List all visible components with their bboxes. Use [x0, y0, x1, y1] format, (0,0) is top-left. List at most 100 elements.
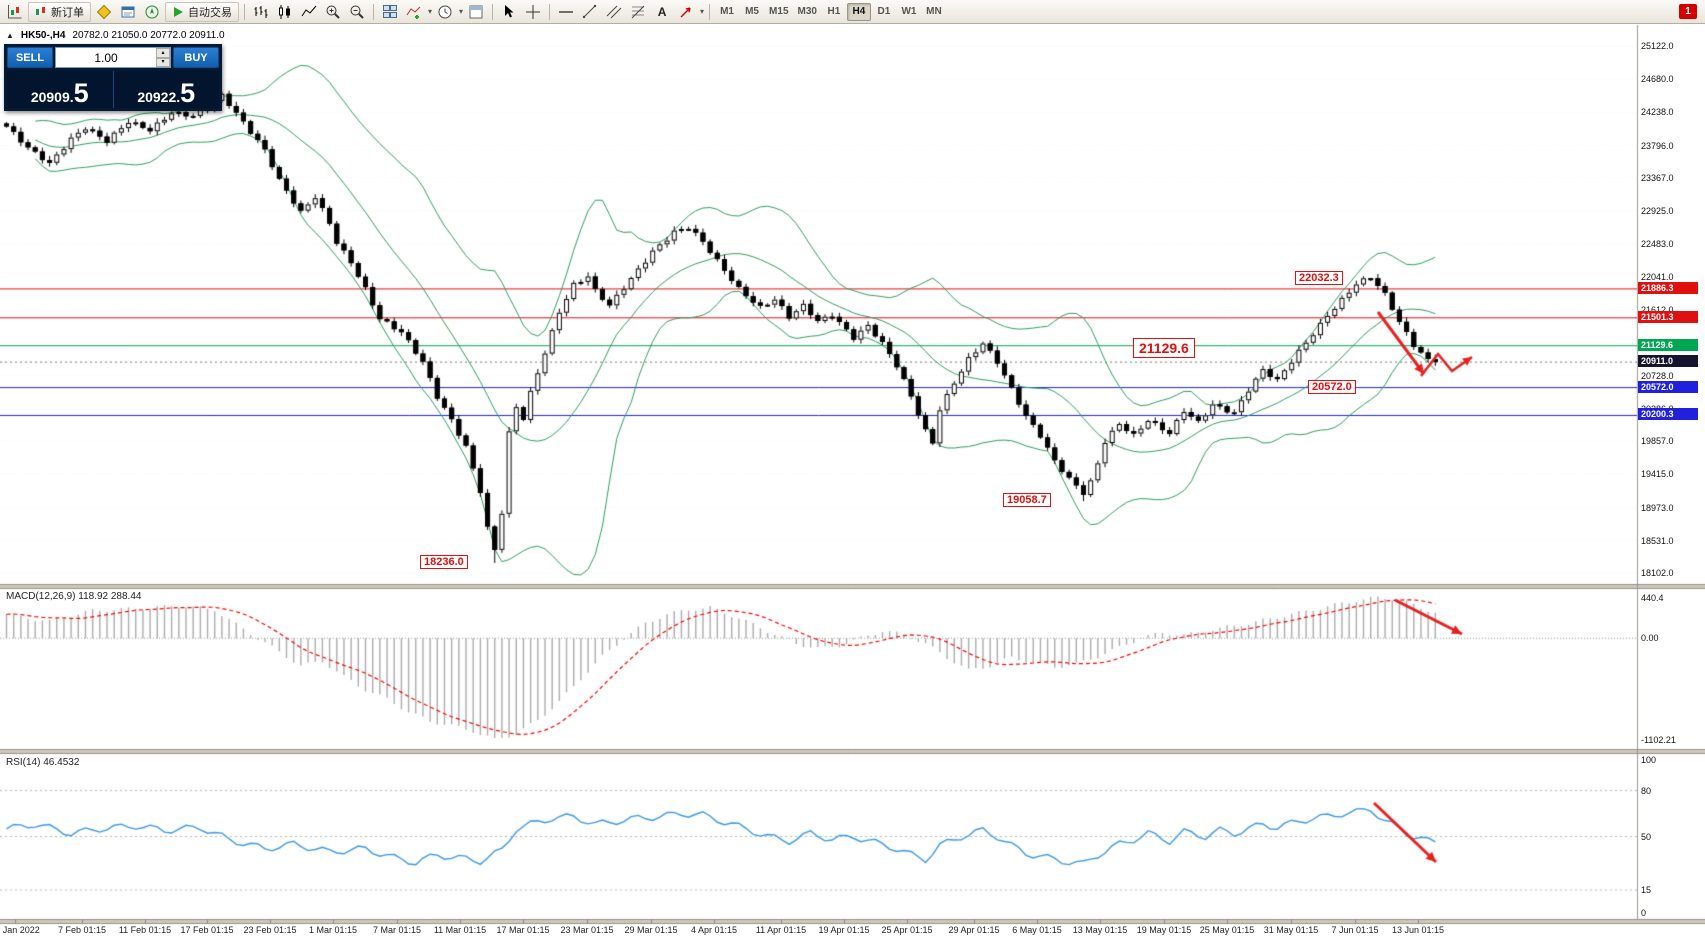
- buy-price-main: 20922.: [137, 88, 181, 105]
- horizontal-line-tool-icon[interactable]: [555, 2, 577, 22]
- time-axis-label: 29 Apr 01:15: [948, 925, 1000, 935]
- price-axis-label: 24680.0: [1641, 74, 1674, 85]
- timeframe-mn[interactable]: MN: [922, 3, 946, 21]
- sell-price-pip: 5: [73, 78, 89, 109]
- price-axis-label: 18102.0: [1641, 568, 1674, 578]
- macd-axis-label: 0.00: [1641, 633, 1659, 644]
- time-axis-label: 11 Apr 01:15: [755, 925, 807, 935]
- autotrading-button[interactable]: 自动交易: [165, 1, 239, 22]
- crosshair-icon[interactable]: [522, 2, 544, 22]
- price-tag: 20911.0: [1638, 355, 1698, 368]
- price-axis-label: 22925.0: [1641, 205, 1674, 216]
- price-tag: 21501.3: [1638, 310, 1698, 323]
- price-axis-label: 25122.0: [1641, 41, 1674, 51]
- rsi-indicator-label: RSI(14) 46.4532: [6, 757, 80, 768]
- buy-button[interactable]: BUY: [173, 47, 219, 68]
- new-chart-icon[interactable]: [4, 2, 26, 22]
- sell-price-main: 20909.: [30, 88, 74, 105]
- price-axis-label: 23367.0: [1641, 172, 1674, 183]
- toolbar-separator: [709, 3, 711, 20]
- data-window-icon[interactable]: [117, 2, 139, 22]
- price-axis-label: 24238.0: [1641, 107, 1674, 118]
- timeframe-d1[interactable]: D1: [872, 3, 896, 21]
- channel-tool-icon[interactable]: [603, 2, 625, 22]
- time-axis-label: 25 Apr 01:15: [881, 925, 933, 935]
- navigator-icon[interactable]: [141, 2, 163, 22]
- one-click-trading-panel: SELL ▴ ▾ BUY 20909.5 20922.5: [4, 44, 222, 111]
- rsi-axis-label: 0: [1641, 908, 1647, 918]
- time-axis-label: 26 Jan 2022: [0, 925, 40, 935]
- timeframe-h4[interactable]: H4: [846, 2, 871, 21]
- time-axis-label: 23 Feb 01:15: [243, 925, 297, 935]
- volume-up-button[interactable]: ▴: [156, 48, 170, 58]
- price-tag: 20572.0: [1638, 380, 1698, 393]
- volume-stepper: ▴ ▾: [55, 47, 171, 68]
- toolbar-separator: [549, 3, 551, 20]
- time-axis-label: 13 Jun 01:15: [1391, 925, 1445, 935]
- tile-windows-icon[interactable]: [379, 2, 401, 22]
- volume-input[interactable]: [56, 48, 156, 67]
- time-axis-label: 23 Mar 01:15: [560, 925, 614, 935]
- time-axis-label: 17 Mar 01:15: [496, 925, 550, 935]
- zoom-out-icon[interactable]: [346, 2, 368, 22]
- time-axis-label: 19 May 01:15: [1136, 925, 1192, 935]
- cursor-icon[interactable]: [498, 2, 520, 22]
- price-axis-label: 19415.0: [1641, 469, 1674, 480]
- text-tool-icon[interactable]: A: [651, 2, 673, 22]
- time-axis-label: 31 May 01:15: [1263, 925, 1319, 935]
- market-watch-icon[interactable]: [93, 2, 115, 22]
- timeframe-m30[interactable]: M30: [794, 3, 821, 21]
- arrows-tool-icon[interactable]: [675, 2, 697, 22]
- periods-icon[interactable]: [434, 2, 456, 22]
- toolbar-separator: [373, 3, 374, 20]
- chevron-down-icon[interactable]: ▾: [428, 7, 433, 16]
- timeframe-m1[interactable]: M1: [715, 3, 739, 21]
- buy-price[interactable]: 20922. 5: [114, 71, 220, 108]
- macd-axis-label: 440.4: [1641, 592, 1664, 603]
- price-axis-label: 22483.0: [1641, 239, 1674, 250]
- time-axis-label: 17 Feb 01:15: [180, 925, 234, 935]
- rsi-axis-label: 100: [1641, 755, 1657, 765]
- new-order-button[interactable]: 新订单: [28, 1, 91, 22]
- notification-badge[interactable]: 1: [1679, 4, 1697, 19]
- collapse-panel-icon[interactable]: ▲: [6, 31, 14, 40]
- chart-header: ▲ HK50-,H4 20782.0 21050.0 20772.0 20911…: [6, 30, 225, 41]
- timeframe-m15[interactable]: M15: [765, 3, 792, 21]
- trendline-tool-icon[interactable]: [579, 2, 601, 22]
- time-axis-label: 4 Apr 01:15: [690, 925, 738, 935]
- chevron-down-icon[interactable]: ▾: [459, 7, 464, 16]
- zoom-in-icon[interactable]: [322, 2, 344, 22]
- price-axis-label: 18531.0: [1641, 535, 1674, 546]
- sell-price[interactable]: 20909. 5: [7, 71, 113, 108]
- chart-symbol-label: HK50-,H4: [20, 30, 66, 41]
- price-axis-label: 21612.0: [1641, 304, 1674, 315]
- buy-price-pip: 5: [180, 78, 196, 109]
- chevron-down-icon[interactable]: ▾: [700, 7, 705, 16]
- timeframe-w1[interactable]: W1: [897, 3, 921, 21]
- price-tag: 21129.6: [1638, 338, 1698, 351]
- price-axis-label: 23796.0: [1641, 140, 1674, 151]
- sell-button[interactable]: SELL: [7, 47, 53, 68]
- price-annotation: 18236.0: [420, 555, 468, 569]
- price-tag: 20200.3: [1638, 408, 1698, 421]
- indicators-icon[interactable]: [403, 2, 425, 22]
- main-toolbar: 新订单 自动交易 ▾ ▾: [0, 0, 1705, 24]
- toolbar-separator: [492, 3, 494, 20]
- templates-icon[interactable]: [465, 2, 487, 22]
- time-axis-label: 1 Mar 01:15: [308, 925, 358, 935]
- candlestick-chart-icon[interactable]: [274, 2, 296, 22]
- chart-ohlc-values: 20782.0 21050.0 20772.0 20911.0: [72, 30, 225, 41]
- timeframe-h1[interactable]: H1: [822, 3, 846, 21]
- time-axis-label: 7 Mar 01:15: [372, 925, 422, 935]
- time-axis-label: 29 Mar 01:15: [624, 925, 678, 935]
- timeframe-m5[interactable]: M5: [740, 3, 764, 21]
- macd-axis-label: -1102.21: [1641, 734, 1676, 745]
- volume-down-button[interactable]: ▾: [156, 57, 170, 67]
- fibonacci-tool-icon[interactable]: [627, 2, 649, 22]
- line-chart-icon[interactable]: [298, 2, 320, 22]
- timeframe-buttons: M1 M5 M15 M30 H1 H4 D1 W1 MN: [715, 2, 946, 21]
- price-divider: [112, 71, 114, 108]
- time-axis-label: 6 May 01:15: [1012, 925, 1062, 935]
- bar-chart-icon[interactable]: [250, 2, 272, 22]
